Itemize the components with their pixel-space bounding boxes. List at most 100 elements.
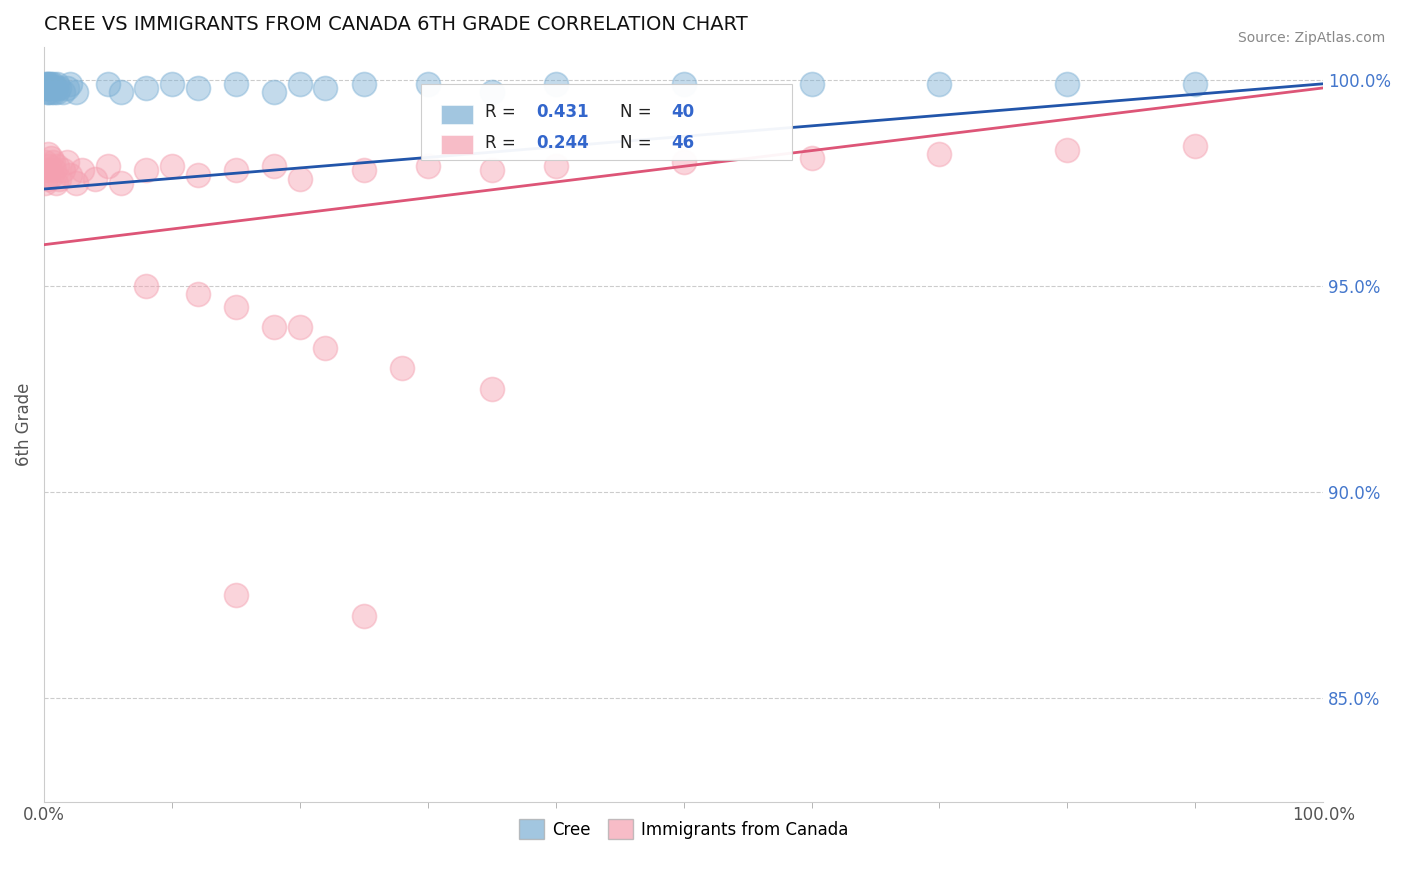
Point xyxy=(59,77,82,91)
Point xyxy=(315,81,337,95)
Point xyxy=(135,163,157,178)
Point xyxy=(38,159,60,173)
Point xyxy=(34,176,56,190)
Point xyxy=(1184,77,1206,91)
Point xyxy=(800,151,823,165)
Text: CREE VS IMMIGRANTS FROM CANADA 6TH GRADE CORRELATION CHART: CREE VS IMMIGRANTS FROM CANADA 6TH GRADE… xyxy=(44,15,748,34)
Text: 40: 40 xyxy=(671,103,695,121)
Point xyxy=(39,77,62,91)
Point xyxy=(672,155,695,169)
Point xyxy=(315,341,337,355)
Text: N =: N = xyxy=(620,134,657,152)
Point xyxy=(544,77,567,91)
Y-axis label: 6th Grade: 6th Grade xyxy=(15,383,32,466)
Point xyxy=(263,85,285,99)
Point xyxy=(481,163,503,178)
Point xyxy=(187,81,209,95)
FancyBboxPatch shape xyxy=(440,105,472,124)
Point xyxy=(45,85,67,99)
Point xyxy=(44,163,66,178)
Legend: Cree, Immigrants from Canada: Cree, Immigrants from Canada xyxy=(512,813,855,847)
Point xyxy=(672,77,695,91)
Point xyxy=(544,159,567,173)
Point xyxy=(39,85,62,99)
Point xyxy=(41,168,63,182)
Text: R =: R = xyxy=(485,134,522,152)
Text: 0.244: 0.244 xyxy=(537,134,589,152)
FancyBboxPatch shape xyxy=(422,85,793,160)
Text: R =: R = xyxy=(485,103,522,121)
Point xyxy=(187,168,209,182)
Point xyxy=(353,77,375,91)
Point xyxy=(288,77,311,91)
Point xyxy=(416,77,439,91)
Point xyxy=(39,151,62,165)
Point xyxy=(263,159,285,173)
Text: 46: 46 xyxy=(671,134,695,152)
Point xyxy=(48,81,70,95)
Point xyxy=(45,159,67,173)
Point xyxy=(288,171,311,186)
Point xyxy=(37,147,59,161)
Point xyxy=(45,81,67,95)
Point xyxy=(35,77,58,91)
Point xyxy=(391,361,413,376)
Point xyxy=(225,163,247,178)
Point xyxy=(34,81,56,95)
Point xyxy=(416,159,439,173)
Point xyxy=(45,176,67,190)
Point xyxy=(1184,138,1206,153)
Point xyxy=(41,81,63,95)
Point xyxy=(42,77,65,91)
Point xyxy=(353,609,375,624)
Point xyxy=(34,77,56,91)
Point xyxy=(38,81,60,95)
Point xyxy=(35,85,58,99)
Point xyxy=(288,320,311,334)
Point xyxy=(52,163,75,178)
Point xyxy=(135,279,157,293)
Point xyxy=(34,155,56,169)
Point xyxy=(225,588,247,602)
Point xyxy=(84,171,107,186)
Point xyxy=(37,77,59,91)
Point xyxy=(800,77,823,91)
Point xyxy=(353,163,375,178)
Point xyxy=(160,77,183,91)
Point xyxy=(1056,77,1078,91)
Text: N =: N = xyxy=(620,103,657,121)
Point xyxy=(928,77,950,91)
Point xyxy=(187,287,209,301)
Point xyxy=(110,85,132,99)
Point xyxy=(72,163,94,178)
Point xyxy=(263,320,285,334)
FancyBboxPatch shape xyxy=(440,136,472,154)
Point xyxy=(48,171,70,186)
Point xyxy=(52,85,75,99)
Point xyxy=(928,147,950,161)
Point xyxy=(45,77,67,91)
Point xyxy=(97,159,120,173)
Point xyxy=(56,155,79,169)
Point xyxy=(56,81,79,95)
Point xyxy=(44,85,66,99)
Point xyxy=(65,176,87,190)
Point xyxy=(38,77,60,91)
Point xyxy=(37,81,59,95)
Point xyxy=(35,163,58,178)
Point xyxy=(160,159,183,173)
Text: Source: ZipAtlas.com: Source: ZipAtlas.com xyxy=(1237,31,1385,45)
Text: 0.431: 0.431 xyxy=(537,103,589,121)
Point xyxy=(135,81,157,95)
Point xyxy=(481,382,503,396)
Point xyxy=(225,77,247,91)
Point xyxy=(110,176,132,190)
Point xyxy=(37,85,59,99)
Point xyxy=(65,85,87,99)
Point xyxy=(225,300,247,314)
Point xyxy=(1056,143,1078,157)
Point xyxy=(59,168,82,182)
Point xyxy=(42,155,65,169)
Point xyxy=(481,85,503,99)
Point xyxy=(97,77,120,91)
